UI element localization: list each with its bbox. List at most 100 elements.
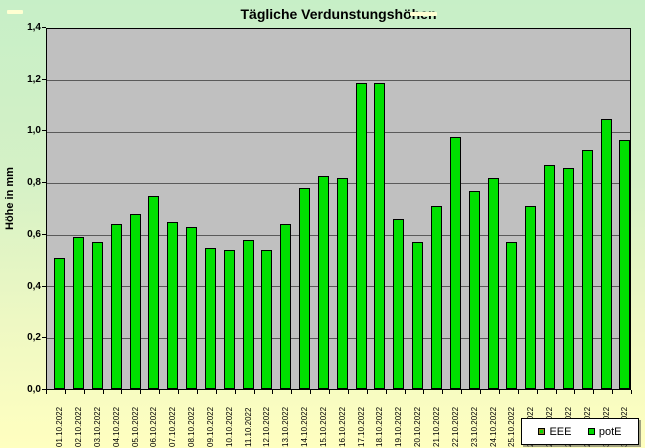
y-tick-label: 1,4 — [27, 22, 41, 33]
x-tick-mark — [631, 390, 632, 394]
x-tick-label: 11.10.2022 — [243, 407, 253, 447]
bar-04.10.2022[interactable] — [110, 224, 122, 389]
bar-27.10.2022[interactable] — [544, 165, 556, 389]
bar-05.10.2022[interactable] — [129, 214, 141, 389]
bar-07.10.2022[interactable] — [167, 221, 179, 389]
bar-13.10.2022[interactable] — [280, 224, 292, 389]
bar-09.10.2022[interactable] — [204, 247, 216, 389]
x-tick-mark — [366, 390, 368, 394]
x-tick-label: 01.10.2022 — [55, 406, 65, 447]
x-tick-mark — [310, 390, 312, 394]
bar-23.10.2022[interactable] — [468, 191, 480, 389]
x-tick-label: 06.10.2022 — [149, 406, 159, 447]
bar-20.10.2022[interactable] — [412, 242, 424, 389]
y-tick-label: 0,6 — [27, 228, 41, 240]
y-tick-mark — [42, 27, 46, 28]
bar-12.10.2022[interactable] — [261, 250, 273, 389]
bar-31.10.2022[interactable] — [619, 139, 631, 389]
bar-28.10.2022[interactable] — [562, 167, 574, 389]
x-tick-label: 13.10.2022 — [281, 406, 291, 447]
x-tick-label: 10.10.2022 — [224, 406, 234, 447]
x-tick-mark — [234, 390, 236, 394]
highlight-dash-title-end — [410, 12, 437, 16]
legend-entry-eee[interactable]: EEE — [538, 426, 571, 438]
x-tick-mark — [83, 390, 85, 394]
bar-18.10.2022[interactable] — [374, 83, 386, 389]
x-tick-label: 04.10.2022 — [111, 406, 121, 447]
x-tick-mark — [442, 390, 444, 394]
bar-29.10.2022[interactable] — [581, 149, 593, 389]
y-tick-mark — [42, 130, 46, 132]
x-tick-label: 23.10.2022 — [469, 406, 479, 447]
x-tick-mark — [536, 390, 538, 394]
y-tick-mark — [42, 337, 46, 339]
x-tick-mark — [121, 390, 123, 394]
x-tick-mark — [64, 390, 66, 394]
chart-title: Tägliche Verdunstungshöhen — [240, 6, 437, 22]
bar-15.10.2022[interactable] — [317, 175, 329, 389]
x-tick-mark — [612, 390, 614, 394]
legend[interactable]: EEE potE — [521, 418, 639, 445]
legend-marker-pote — [587, 428, 595, 435]
y-tick-mark — [42, 182, 46, 184]
x-tick-mark — [555, 390, 557, 394]
x-tick-mark — [272, 390, 274, 394]
x-tick-label: 17.10.2022 — [356, 406, 366, 447]
bar-10.10.2022[interactable] — [223, 250, 235, 389]
y-tick-label: 0,4 — [27, 280, 41, 292]
x-tick-label: 02.10.2022 — [74, 406, 84, 447]
legend-entry-pote[interactable]: potE — [587, 425, 622, 438]
bar-26.10.2022[interactable] — [525, 206, 537, 389]
x-tick-mark — [102, 390, 104, 394]
legend-marker-eee — [538, 428, 546, 435]
x-tick-mark — [480, 390, 482, 394]
bar-25.10.2022[interactable] — [506, 242, 518, 389]
x-tick-label: 22.10.2022 — [450, 406, 460, 447]
bar-06.10.2022[interactable] — [148, 196, 160, 389]
bar-01.10.2022[interactable] — [54, 257, 66, 389]
x-tick-mark — [196, 390, 198, 394]
x-tick-mark — [329, 390, 331, 394]
x-tick-label: 15.10.2022 — [318, 406, 328, 447]
bar-19.10.2022[interactable] — [393, 219, 405, 389]
x-tick-label: 18.10.2022 — [375, 406, 385, 447]
bar-22.10.2022[interactable] — [449, 137, 461, 389]
bar-02.10.2022[interactable] — [73, 237, 85, 389]
bar-21.10.2022[interactable] — [431, 206, 442, 389]
bar-11.10.2022[interactable] — [242, 239, 254, 389]
y-tick-mark — [42, 389, 46, 390]
bar-16.10.2022[interactable] — [336, 178, 348, 389]
x-tick-label: 12.10.2022 — [262, 406, 272, 447]
bar-14.10.2022[interactable] — [299, 188, 311, 389]
bar-24.10.2022[interactable] — [487, 178, 499, 389]
x-tick-label: 05.10.2022 — [130, 406, 140, 447]
x-tick-mark — [574, 390, 576, 394]
bar-03.10.2022[interactable] — [91, 242, 103, 389]
x-tick-mark — [215, 390, 217, 394]
x-tick-mark — [253, 390, 255, 394]
x-tick-mark — [347, 390, 349, 394]
x-tick-mark — [385, 390, 387, 394]
gridline — [47, 131, 630, 133]
x-tick-label: 08.10.2022 — [187, 406, 197, 447]
bar-17.10.2022[interactable] — [355, 83, 367, 389]
y-tick-label: 0,2 — [27, 332, 41, 344]
bar-30.10.2022[interactable] — [600, 119, 612, 389]
x-tick-mark — [498, 390, 500, 394]
x-tick-label: 20.10.2022 — [413, 406, 423, 447]
legend-label-pote: potE — [598, 425, 622, 438]
x-tick-label: 03.10.2022 — [92, 406, 102, 447]
y-tick-label: 1,0 — [27, 125, 41, 137]
bar-08.10.2022[interactable] — [186, 227, 198, 389]
plot-area[interactable] — [46, 28, 631, 390]
x-tick-label: 25.10.2022 — [507, 406, 517, 447]
legend-label-eee: EEE — [549, 425, 572, 438]
x-tick-mark — [423, 390, 425, 394]
x-tick-mark — [159, 390, 161, 394]
x-tick-label: 07.10.2022 — [168, 406, 178, 447]
x-tick-label: 14.10.2022 — [300, 406, 310, 447]
x-tick-label: 19.10.2022 — [394, 406, 404, 447]
x-tick-mark — [46, 390, 47, 394]
x-tick-mark — [178, 390, 180, 394]
